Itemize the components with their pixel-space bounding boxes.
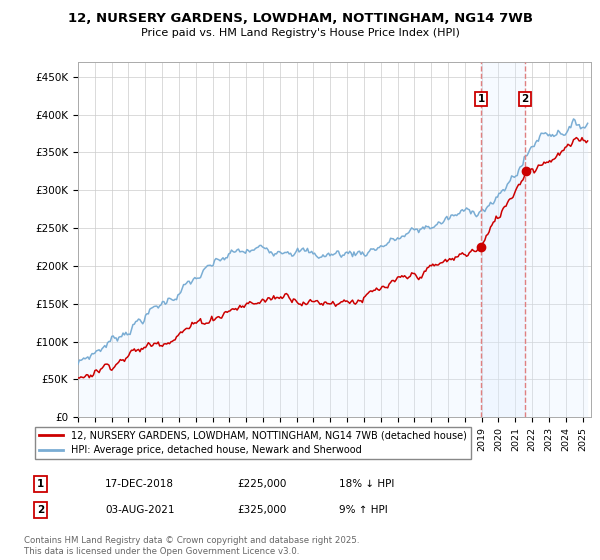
Text: 18% ↓ HPI: 18% ↓ HPI [339, 479, 394, 489]
Text: 2: 2 [521, 94, 529, 104]
Text: Price paid vs. HM Land Registry's House Price Index (HPI): Price paid vs. HM Land Registry's House … [140, 28, 460, 38]
Text: 1: 1 [37, 479, 44, 489]
Bar [481, 62, 525, 417]
Text: 03-AUG-2021: 03-AUG-2021 [105, 505, 175, 515]
Text: 9% ↑ HPI: 9% ↑ HPI [339, 505, 388, 515]
Text: £325,000: £325,000 [237, 505, 286, 515]
Text: Contains HM Land Registry data © Crown copyright and database right 2025.
This d: Contains HM Land Registry data © Crown c… [24, 536, 359, 556]
Text: 1: 1 [478, 94, 485, 104]
Text: 17-DEC-2018: 17-DEC-2018 [105, 479, 174, 489]
Text: £225,000: £225,000 [237, 479, 286, 489]
Text: 2: 2 [37, 505, 44, 515]
Legend: 12, NURSERY GARDENS, LOWDHAM, NOTTINGHAM, NG14 7WB (detached house), HPI: Averag: 12, NURSERY GARDENS, LOWDHAM, NOTTINGHAM… [35, 427, 470, 459]
Text: 12, NURSERY GARDENS, LOWDHAM, NOTTINGHAM, NG14 7WB: 12, NURSERY GARDENS, LOWDHAM, NOTTINGHAM… [67, 12, 533, 25]
